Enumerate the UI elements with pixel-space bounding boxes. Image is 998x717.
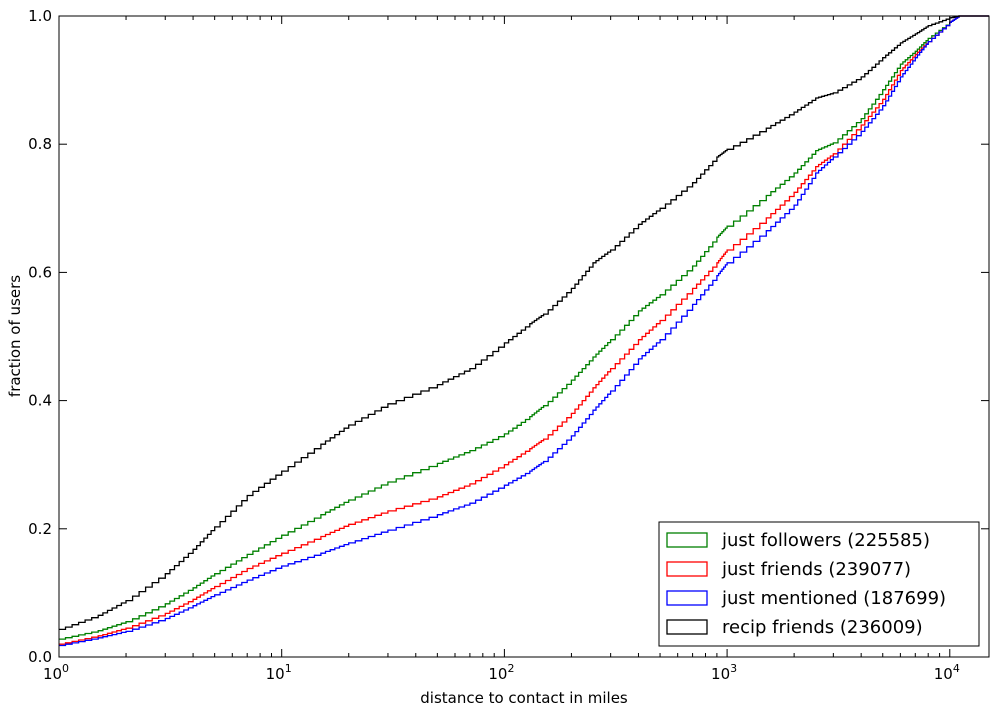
legend-label: just friends (239077) (721, 559, 911, 580)
y-tick-label: 0.4 (28, 392, 52, 410)
y-tick-label: 0.2 (28, 520, 52, 538)
x-tick-label: 100 (43, 662, 69, 683)
series-line-2 (59, 15, 989, 645)
tick-labels-layer: 100 101 102 103 104 0.0 0.2 0.4 0.6 0.8 1.0 (28, 7, 960, 683)
legend-label: just mentioned (187699) (721, 588, 946, 609)
x-tick-label: 102 (488, 662, 514, 683)
legend-label: recip friends (236009) (722, 617, 923, 638)
legend: just followers (225585) just friends (239… (658, 521, 980, 647)
y-tick-label: 0.6 (28, 263, 52, 281)
plot-frame (58, 15, 990, 658)
ticks-layer (58, 15, 989, 658)
y-axis-label: fraction of users (6, 275, 24, 397)
legend-frame (658, 521, 980, 647)
legend-swatch (666, 532, 708, 548)
y-tick-label: 0.0 (28, 648, 52, 666)
x-tick-label: 104 (934, 662, 960, 683)
legend-swatch (666, 590, 708, 606)
series-line-1 (59, 15, 989, 640)
y-tick-label: 0.8 (28, 135, 52, 153)
series-layer (59, 15, 989, 647)
series-line-4 (59, 15, 989, 631)
x-tick-label: 101 (266, 662, 292, 683)
legend-label: just followers (225585) (721, 530, 930, 551)
legend-swatch (666, 561, 708, 577)
y-tick-label: 1.0 (28, 7, 52, 25)
x-axis-label: distance to contact in miles (420, 689, 628, 707)
series-line-3 (59, 15, 989, 647)
legend-swatch (666, 619, 708, 635)
x-tick-label: 103 (711, 662, 737, 683)
